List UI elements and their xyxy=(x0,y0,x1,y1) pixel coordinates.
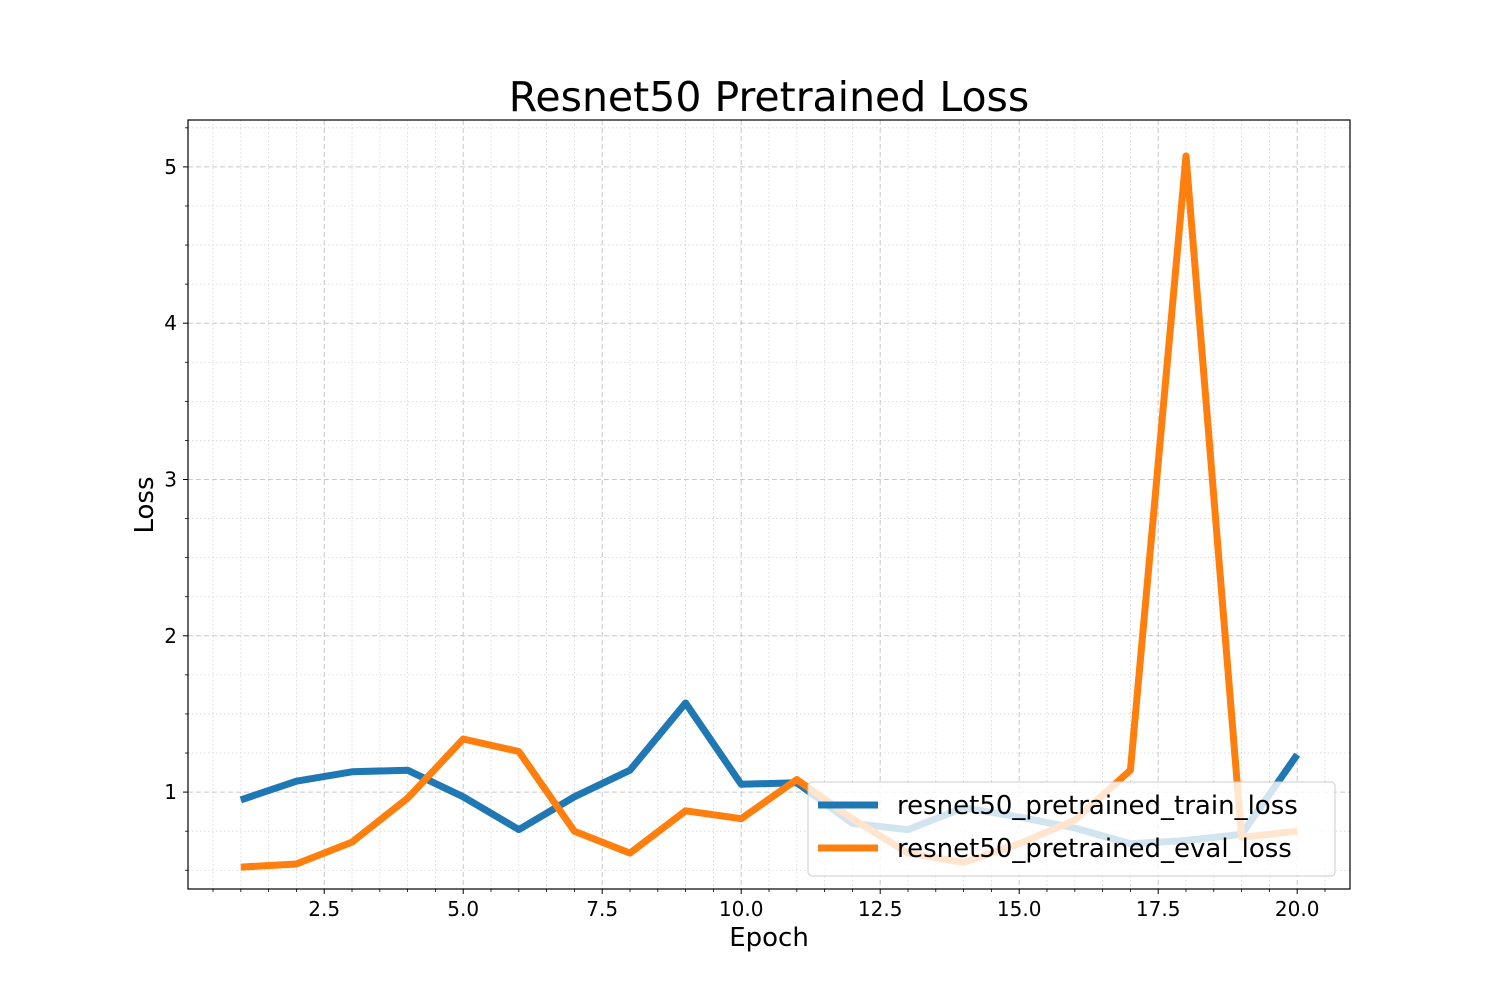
x-axis-ticks: 2.5 5.0 7.5 10.0 12.5 15.0 17.5 20.0 xyxy=(212,889,1326,921)
x-tick-label: 12.5 xyxy=(858,897,903,921)
y-axis-label: Loss xyxy=(130,476,160,533)
y-tick-label: 4 xyxy=(164,311,177,335)
x-tick-label: 20.0 xyxy=(1275,897,1320,921)
y-axis-ticks: 1 2 3 4 5 xyxy=(164,127,188,871)
y-tick-label: 5 xyxy=(164,155,177,179)
x-tick-label: 5.0 xyxy=(447,897,479,921)
y-tick-label: 1 xyxy=(164,780,177,804)
x-tick-label: 2.5 xyxy=(308,897,340,921)
legend-label-eval-loss: resnet50_pretrained_eval_loss xyxy=(897,834,1292,864)
y-tick-label: 3 xyxy=(164,467,177,491)
x-tick-label: 7.5 xyxy=(586,897,618,921)
eval-loss-line xyxy=(240,152,1298,871)
legend: resnet50_pretrained_train_loss resnet50_… xyxy=(807,781,1336,877)
legend-box xyxy=(807,781,1336,877)
legend-label-train-loss: resnet50_pretrained_train_loss xyxy=(897,791,1298,821)
x-tick-label: 10.0 xyxy=(719,897,764,921)
x-axis-label: Epoch xyxy=(729,923,809,953)
major-grid xyxy=(188,120,1350,889)
chart-title: Resnet50 Pretrained Loss xyxy=(509,73,1030,121)
x-tick-label: 17.5 xyxy=(1136,897,1181,921)
x-tick-label: 15.0 xyxy=(997,897,1042,921)
y-tick-label: 2 xyxy=(164,624,177,648)
minor-grid xyxy=(188,120,1350,889)
